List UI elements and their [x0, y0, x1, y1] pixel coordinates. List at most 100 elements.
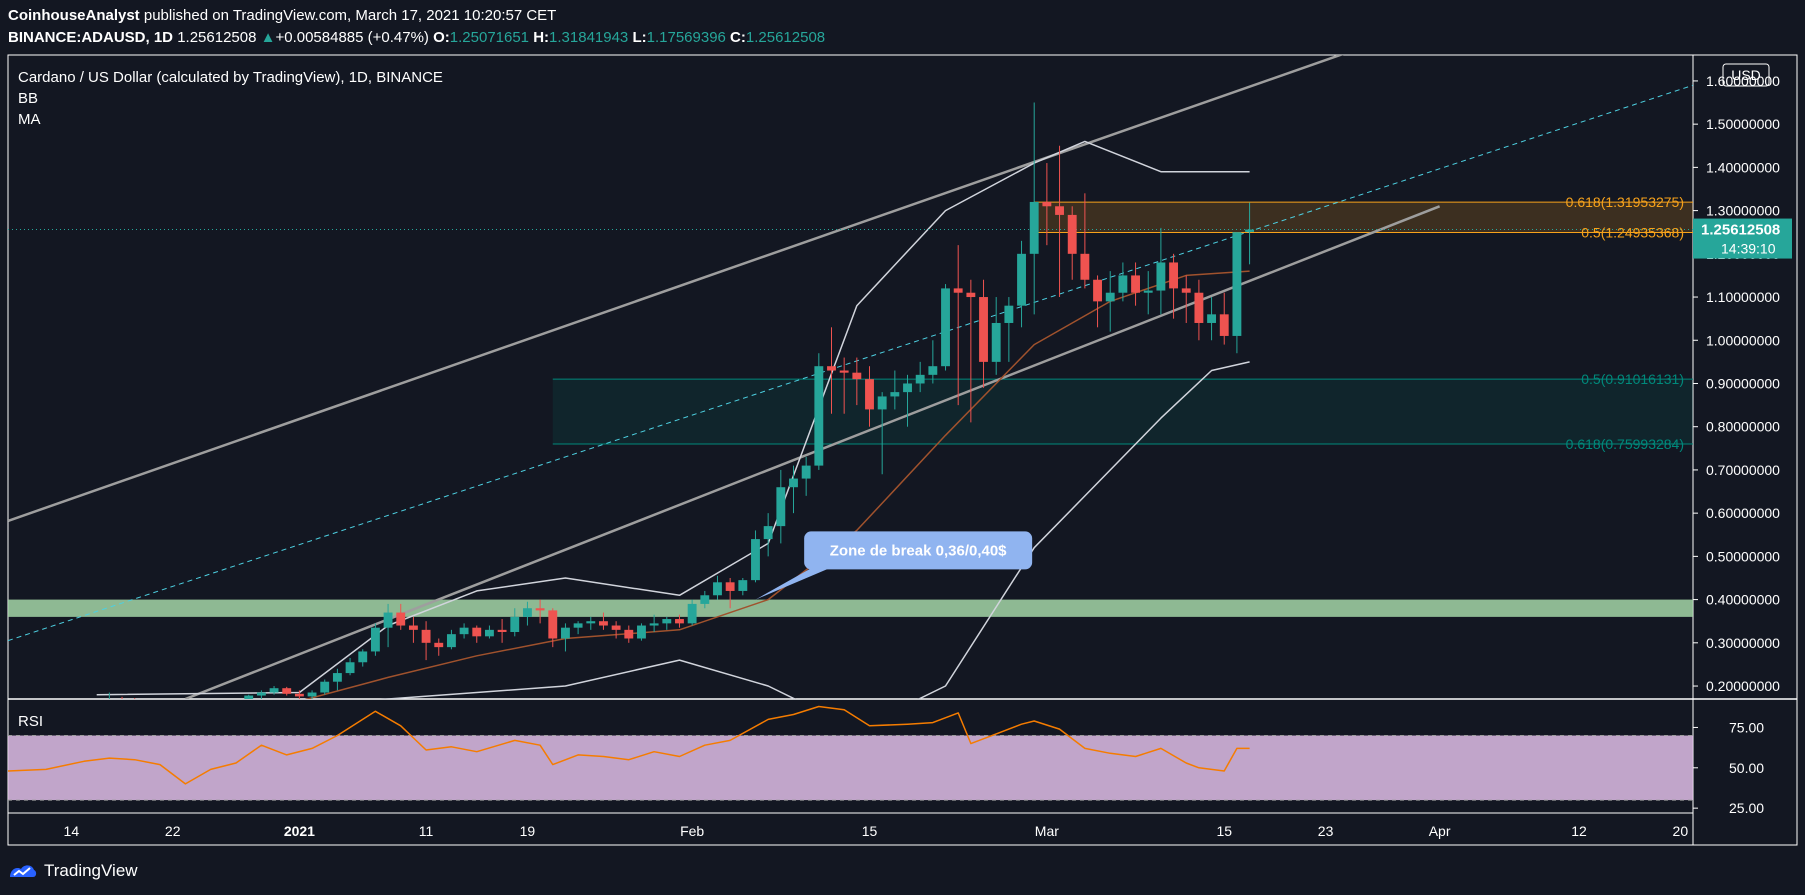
- time-tick-label: 15: [862, 823, 878, 839]
- candle-body: [256, 692, 266, 696]
- legend-ma[interactable]: MA: [18, 111, 41, 128]
- candle-body: [206, 705, 215, 708]
- candle-body: [915, 374, 925, 384]
- ohlc-line: BINANCE:ADAUSD, 1D 1.25612508 ▲+0.005848…: [8, 29, 825, 46]
- candle-body: [383, 612, 393, 628]
- price-tick-label: 1.60000000: [1706, 73, 1780, 89]
- candle-body: [92, 703, 101, 705]
- candle-body: [1181, 288, 1191, 293]
- candle-body: [1029, 201, 1039, 254]
- candle-body: [662, 619, 672, 624]
- price-tick-label: 0.40000000: [1706, 592, 1780, 608]
- candle-body: [814, 366, 824, 466]
- annotation-box: [804, 531, 1033, 570]
- candle-body: [941, 288, 950, 367]
- candle-body: [1093, 279, 1102, 302]
- price-tick-label: 0.90000000: [1706, 375, 1780, 391]
- candle-body: [839, 370, 849, 373]
- low-label: L:: [632, 29, 647, 46]
- candle-body: [548, 610, 558, 639]
- legend-title: Cardano / US Dollar (calculated by Tradi…: [18, 69, 443, 86]
- fib-zone-lower: [552, 379, 1693, 445]
- candle-body: [345, 662, 355, 674]
- time-tick-label: Feb: [680, 823, 704, 839]
- candle-body: [497, 629, 507, 633]
- legend-rsi[interactable]: RSI: [18, 713, 43, 730]
- change-value: +0.00584885 (+0.47%): [275, 29, 429, 46]
- axes-layer: 1.60000000 1.50000000 1.40000000 1.30000000…: [64, 63, 1792, 839]
- rsi-line: [7, 705, 1250, 785]
- price-tick-label: 0.30000000: [1706, 635, 1780, 651]
- candle-body: [1207, 314, 1217, 323]
- price-badge-value: 1.25612508: [1701, 222, 1780, 239]
- fib-zone-upper: [1034, 202, 1693, 233]
- legend-bb[interactable]: BB: [18, 90, 38, 107]
- chart-frame: [7, 54, 1798, 846]
- rsi-layer: [7, 705, 1693, 801]
- author-name[interactable]: CoinhouseAnalyst: [8, 7, 140, 24]
- price-tick-label: 0.50000000: [1706, 548, 1780, 564]
- candle-body: [156, 703, 165, 705]
- time-tick-label: 22: [165, 823, 181, 839]
- candle-body: [1169, 262, 1178, 289]
- price-tick-label: 0.80000000: [1706, 419, 1780, 435]
- candle-body: [307, 692, 317, 697]
- price-tick-label: 1.10000000: [1706, 289, 1780, 305]
- candle-body: [1131, 275, 1140, 293]
- candle-body: [1080, 253, 1090, 280]
- annotations-layer: 0.618(1.31953275) 0.5(1.24935368) 0.5(0.91…: [755, 194, 1684, 600]
- high-label: H:: [533, 29, 550, 46]
- price-badge: [1693, 218, 1792, 259]
- candle-body: [763, 526, 773, 540]
- candle-body: [370, 627, 380, 652]
- candle-body: [700, 595, 710, 604]
- bollinger-lower-line: [380, 361, 1250, 699]
- tradingview-brand[interactable]: TradingView: [8, 860, 138, 882]
- candle-body: [269, 688, 279, 693]
- moving-average-line: [304, 270, 1250, 699]
- candle-body: [776, 487, 786, 527]
- time-tick-label: 20: [1673, 823, 1689, 839]
- tradingview-logo-icon: [10, 865, 37, 877]
- rsi-tick-label: 50.00: [1729, 760, 1764, 776]
- candle-body: [649, 623, 659, 626]
- candle-body: [1194, 292, 1204, 323]
- candle-body: [1245, 229, 1255, 232]
- candle-body: [510, 616, 520, 633]
- time-tick-label: 23: [1318, 823, 1334, 839]
- low-value: 1.17569396: [646, 29, 726, 46]
- candle-body: [1143, 290, 1153, 293]
- fib-label: 0.618(0.75993284): [1566, 436, 1684, 452]
- candle-body: [244, 695, 254, 699]
- candle-body: [561, 627, 570, 639]
- price-tick-label: 0.20000000: [1706, 678, 1780, 694]
- close-value: 1.25612508: [745, 29, 826, 46]
- candle-body: [421, 629, 431, 643]
- candle-body: [1067, 214, 1077, 254]
- time-tick-label: Mar: [1035, 823, 1059, 839]
- annotation-label: Zone de break 0,36/0,40$: [830, 542, 1007, 559]
- candle-body: [320, 681, 330, 693]
- time-tick-label: 14: [64, 823, 80, 839]
- candle-body: [168, 704, 177, 706]
- candle-body: [675, 619, 684, 624]
- fib-label: 0.5(1.24935368): [1581, 224, 1684, 240]
- price-tick-label: 0.70000000: [1706, 462, 1780, 478]
- brand-name: TradingView: [44, 861, 138, 880]
- candle-body: [1055, 206, 1064, 215]
- candle-body: [573, 623, 583, 628]
- candle-body: [1156, 262, 1166, 291]
- candle-body: [535, 608, 545, 611]
- time-tick-label: 12: [1571, 823, 1587, 839]
- candle-body: [1004, 305, 1014, 323]
- candle-body: [827, 366, 836, 371]
- time-tick-label: 2021: [284, 823, 315, 839]
- candle-body: [332, 673, 342, 682]
- candle-body: [738, 580, 748, 591]
- candle-body: [130, 700, 139, 702]
- candle-body: [928, 366, 938, 375]
- candle-body: [991, 322, 1001, 362]
- time-tick-label: 15: [1216, 823, 1232, 839]
- candle-body: [1118, 275, 1128, 293]
